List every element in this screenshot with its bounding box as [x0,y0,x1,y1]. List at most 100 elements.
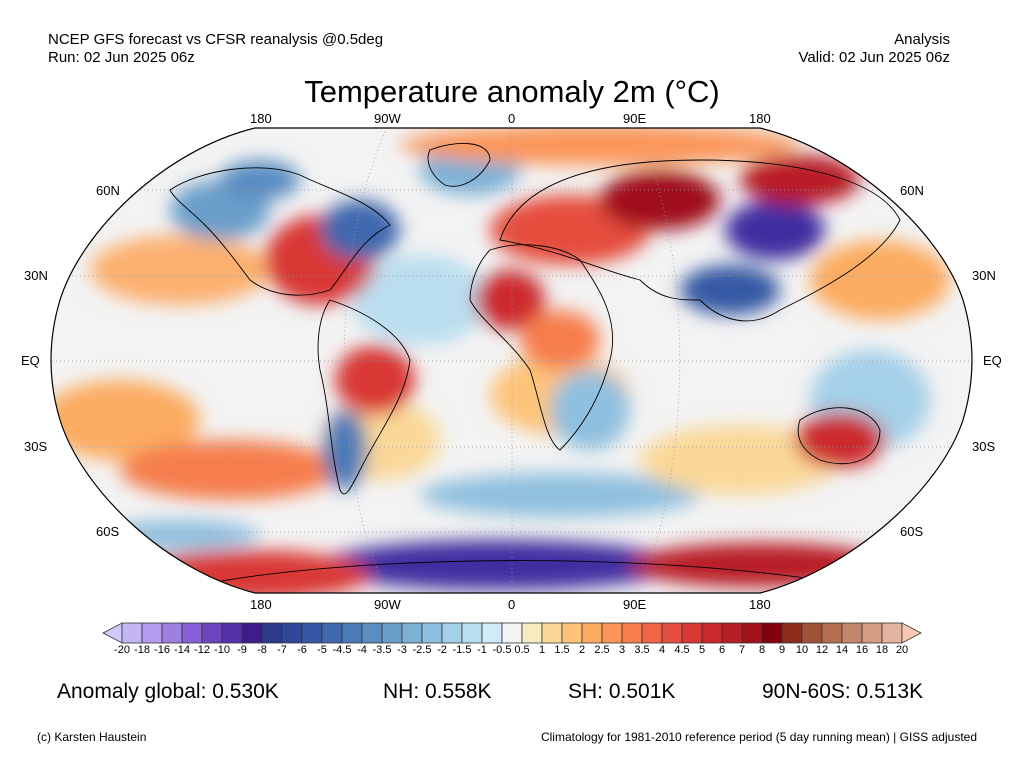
colorbar-tick-label: 0.5 [514,644,530,656]
colorbar-tick-label: 18 [875,644,889,656]
colorbar-swatch [841,622,863,644]
colorbar-swatch [701,622,723,644]
colorbar-swatch [181,622,203,644]
colorbar-tick-label: 9 [778,644,786,656]
colorbar-tick-label: 1.5 [554,644,570,656]
colorbar-swatch [381,622,403,644]
lon-label-top: 0 [508,111,516,126]
colorbar-swatch [761,622,783,644]
colorbar-tick-label: 4 [658,644,666,656]
colorbar-swatch [221,622,243,644]
colorbar-tick-label: -10 [214,644,230,656]
colorbar-swatch [281,622,303,644]
colorbar-tick-label: -4 [357,644,367,656]
lat-label-left: 60S [96,524,120,539]
colorbar-tick-label: -18 [134,644,150,656]
colorbar-swatch [161,622,183,644]
colorbar-tick-label: -4.5 [332,644,352,656]
colorbar-swatch [421,622,443,644]
colorbar-tick-label: 14 [835,644,849,656]
colorbar-swatch [401,622,423,644]
colorbar-swatch [581,622,603,644]
credit: (c) Karsten Haustein [37,730,147,744]
colorbar-tick-label: 12 [815,644,829,656]
colorbar-swatch [661,622,683,644]
lon-label-bottom: 90W [374,597,401,612]
colorbar-tick-label: 4.5 [674,644,690,656]
colorbar-swatch [501,622,523,644]
colorbar-swatch [881,622,903,644]
colorbar-tick-label: 3 [618,644,626,656]
colorbar-swatch [561,622,583,644]
colorbar-swatch [461,622,483,644]
nh-anomaly: NH: 0.558K [383,680,492,703]
coastlines [169,142,901,586]
colorbar-tick-label: -12 [194,644,210,656]
colorbar-tick-label: -6 [297,644,307,656]
colorbar-swatch [341,622,363,644]
colorbar-tick-label: -14 [174,644,190,656]
colorbar-swatch [481,622,503,644]
colorbar-swatch [121,622,143,644]
colorbar-tick-label: -8 [257,644,267,656]
colorbar-max-triangle [901,622,922,644]
lon-label-bottom: 180 [749,597,771,612]
lat-label-left: EQ [21,353,40,368]
colorbar-tick-label: -2.5 [412,644,432,656]
colorbar-swatch [641,622,663,644]
colorbar-swatch [361,622,383,644]
colorbar-tick-label: -2 [437,644,447,656]
colorbar-tick-label: 2 [578,644,586,656]
colorbar-swatch [781,622,803,644]
sh-anomaly: SH: 0.501K [568,680,676,703]
colorbar-swatch [821,622,843,644]
colorbar-tick-label: -20 [114,644,130,656]
colorbar-swatch [321,622,343,644]
lat-label-right: 60N [900,183,924,198]
colorbar-swatch [601,622,623,644]
colorbar-swatch [521,622,543,644]
colorbar-tick-label: 3.5 [634,644,650,656]
lat-label-right: 60S [900,524,924,539]
colorbar-swatch [621,622,643,644]
colorbar-tick-label: 20 [895,644,909,656]
colorbar-swatch [681,622,703,644]
lon-label-top: 180 [749,111,771,126]
colorbar-swatch [721,622,743,644]
colorbar-swatch [801,622,823,644]
valid-time: Valid: 02 Jun 2025 06z [798,49,950,66]
colorbar-tick-label: -7 [277,644,287,656]
colorbar-tick-label: -9 [237,644,247,656]
colorbar-min-triangle [102,622,123,644]
anomaly-map [50,127,973,594]
lon-label-top: 90W [374,111,401,126]
colorbar-swatch [861,622,883,644]
global-anomaly: Anomaly global: 0.530K [57,680,279,703]
lon-label-top: 90E [623,111,647,126]
colorbar-tick-label: 7 [738,644,746,656]
climatology-note: Climatology for 1981-2010 reference peri… [540,730,977,744]
lat-label-right: 30S [972,439,996,454]
lat-label-right: 30N [972,268,996,283]
map-title: Temperature anomaly 2m (°C) [304,74,720,109]
colorbar-tick-label: -0.5 [492,644,512,656]
lon-label-bottom: 90E [623,597,647,612]
colorbar-tick-label: 5 [698,644,706,656]
colorbar-tick-label: -3 [397,644,407,656]
colorbar-tick-label: 6 [718,644,726,656]
colorbar-swatch [141,622,163,644]
colorbar-tick-label: 1 [538,644,546,656]
lon-label-bottom: 180 [250,597,272,612]
colorbar-tick-label: -5 [317,644,327,656]
colorbar-swatch [201,622,223,644]
colorbar-tick-label: 2.5 [594,644,610,656]
lat-label-left: 30N [24,268,48,283]
analysis-label: Analysis [894,31,950,48]
lat-label-left: 30S [24,439,48,454]
colorbar-tick-label: -1.5 [452,644,472,656]
colorbar-swatch [541,622,563,644]
colorbar [102,622,922,644]
lat-label-right: EQ [983,353,1002,368]
colorbar-swatch [741,622,763,644]
model-description: NCEP GFS forecast vs CFSR reanalysis @0.… [48,31,384,48]
